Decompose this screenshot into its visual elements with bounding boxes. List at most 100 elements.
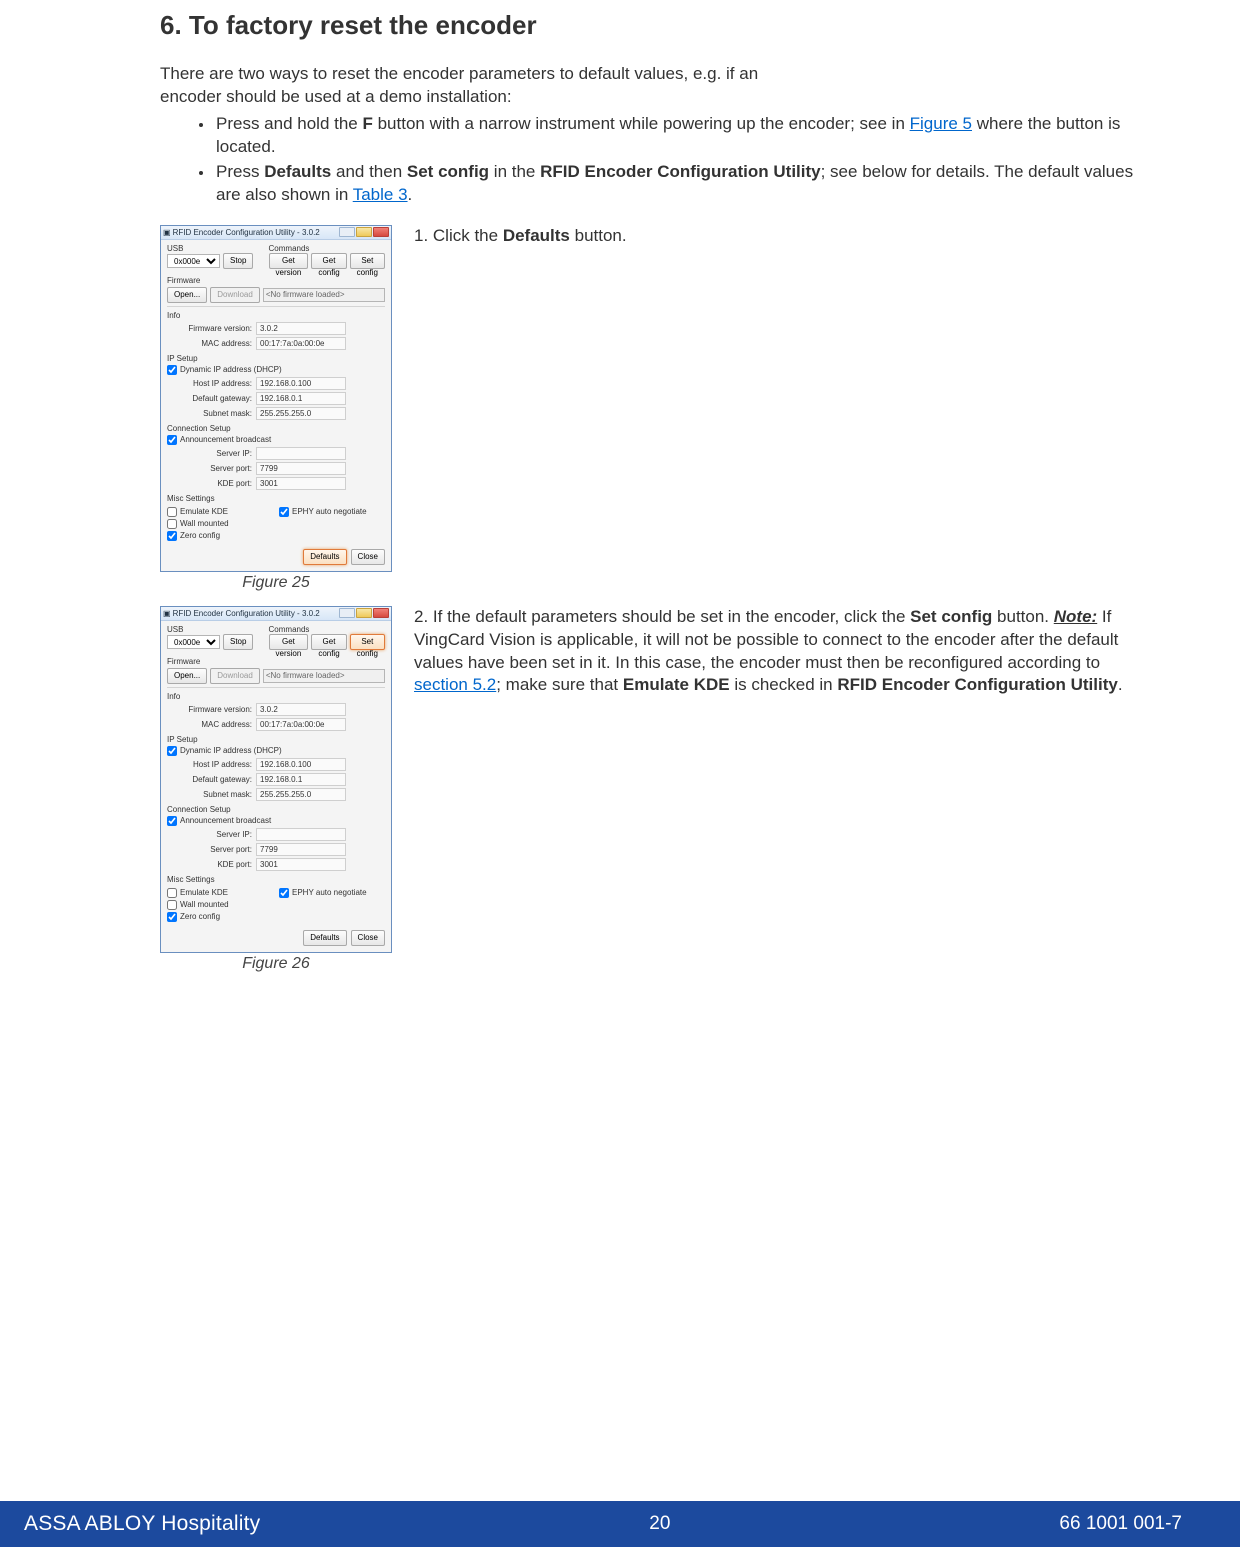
zero-config-checkbox[interactable] [167,912,177,922]
ephy-label: EPHY auto negotiate [292,507,367,516]
download-button[interactable]: Download [210,287,260,303]
open-button[interactable]: Open... [167,287,207,303]
usb-select[interactable]: 0x000e [167,254,220,268]
link-figure-5[interactable]: Figure 5 [910,114,972,133]
host-ip-label: Host IP address: [177,379,252,388]
link-table-3[interactable]: Table 3 [353,185,408,204]
footer-doc-number: 66 1001 001-7 [1059,1513,1182,1535]
ephy-checkbox[interactable] [279,507,289,517]
server-ip-value [256,447,346,460]
subnet-value: 255.255.255.0 [256,407,346,420]
announcement-label: Announcement broadcast [180,816,271,825]
get-config-button[interactable]: Get config [311,634,346,650]
get-config-button[interactable]: Get config [311,253,346,269]
gateway-value: 192.168.0.1 [256,392,346,405]
step-1-text: 1. Click the Defaults button. [414,225,1150,248]
wall-mounted-checkbox[interactable] [167,519,177,529]
bullet2-text-h: . [408,185,413,204]
intro-text: There are two ways to reset the encoder … [160,63,1150,109]
window-close-icon[interactable] [373,227,389,237]
window-maximize-icon[interactable] [356,608,372,618]
dhcp-checkbox[interactable] [167,365,177,375]
usb-select[interactable]: 0x000e [167,635,220,649]
kde-port-label: KDE port: [177,860,252,869]
fw-version-value: 3.0.2 [256,322,346,335]
bullet2-text-e: in the [489,162,540,181]
intro-line1: There are two ways to reset the encoder … [160,64,758,83]
server-ip-label: Server IP: [177,449,252,458]
defaults-button[interactable]: Defaults [303,930,346,946]
fw-version-label: Firmware version: [177,324,252,333]
conn-setup-label: Connection Setup [167,424,385,433]
get-version-button[interactable]: Get version [269,634,309,650]
step1-c: button. [570,226,627,245]
bullet-item-1: Press and hold the F button with a narro… [214,113,1150,159]
conn-setup-label: Connection Setup [167,805,385,814]
step-2-text: 2. If the default parameters should be s… [414,606,1150,698]
gateway-label: Default gateway: [177,394,252,403]
bullet1-text-c: button with a narrow instrument while po… [373,114,910,133]
step1-b: Defaults [503,226,570,245]
close-button[interactable]: Close [351,930,385,946]
download-button[interactable]: Download [210,668,260,684]
ip-setup-label: IP Setup [167,354,385,363]
window-title: ▣RFID Encoder Configuration Utility - 3.… [163,228,320,237]
section-heading: 6. To factory reset the encoder [160,10,1150,41]
ephy-checkbox[interactable] [279,888,289,898]
step2-b: Set config [910,607,992,626]
firmware-status: <No firmware loaded> [263,669,385,683]
open-button[interactable]: Open... [167,668,207,684]
set-config-button[interactable]: Set config [350,634,385,650]
window-minimize-icon[interactable] [339,608,355,618]
server-ip-value [256,828,346,841]
mac-label: MAC address: [177,339,252,348]
subnet-label: Subnet mask: [177,790,252,799]
window-title: ▣RFID Encoder Configuration Utility - 3.… [163,609,320,618]
emulate-kde-label: Emulate KDE [180,507,228,516]
dhcp-checkbox[interactable] [167,746,177,756]
window-maximize-icon[interactable] [356,227,372,237]
firmware-status: <No firmware loaded> [263,288,385,302]
emulate-kde-checkbox[interactable] [167,507,177,517]
usb-label: USB [167,244,263,253]
bullet-item-2: Press Defaults and then Set config in th… [214,161,1150,207]
ip-setup-label: IP Setup [167,735,385,744]
intro-line2: encoder should be used at a demo install… [160,87,512,106]
kde-port-value: 3001 [256,858,346,871]
defaults-button[interactable]: Defaults [303,549,346,565]
footer-page-number: 20 [649,1513,670,1535]
kde-port-value: 3001 [256,477,346,490]
announcement-checkbox[interactable] [167,816,177,826]
kde-port-label: KDE port: [177,479,252,488]
stop-button[interactable]: Stop [223,634,253,650]
info-label: Info [167,311,385,320]
step2-i: . [1118,675,1123,694]
server-port-value: 7799 [256,462,346,475]
server-ip-label: Server IP: [177,830,252,839]
window-minimize-icon[interactable] [339,227,355,237]
link-section-5-2[interactable]: section 5.2 [414,675,496,694]
mac-value: 00:17:7a:0a:00:0e [256,337,346,350]
footer-brand: ASSA ABLOY Hospitality [24,1512,260,1536]
bullet2-bold-defaults: Defaults [264,162,331,181]
misc-label: Misc Settings [167,875,385,884]
emulate-kde-checkbox[interactable] [167,888,177,898]
bullet-list: Press and hold the F button with a narro… [160,113,1150,207]
step2-c: button. [992,607,1053,626]
announcement-checkbox[interactable] [167,435,177,445]
dhcp-label: Dynamic IP address (DHCP) [180,365,282,374]
wall-mounted-checkbox[interactable] [167,900,177,910]
bullet2-bold-utility: RFID Encoder Configuration Utility [540,162,821,181]
wall-mounted-label: Wall mounted [180,519,229,528]
set-config-button[interactable]: Set config [350,253,385,269]
gateway-label: Default gateway: [177,775,252,784]
get-version-button[interactable]: Get version [269,253,309,269]
mac-label: MAC address: [177,720,252,729]
close-button[interactable]: Close [351,549,385,565]
fw-version-value: 3.0.2 [256,703,346,716]
step1-a: 1. Click the [414,226,503,245]
stop-button[interactable]: Stop [223,253,253,269]
window-close-icon[interactable] [373,608,389,618]
step2-note: Note: [1054,607,1097,626]
zero-config-checkbox[interactable] [167,531,177,541]
